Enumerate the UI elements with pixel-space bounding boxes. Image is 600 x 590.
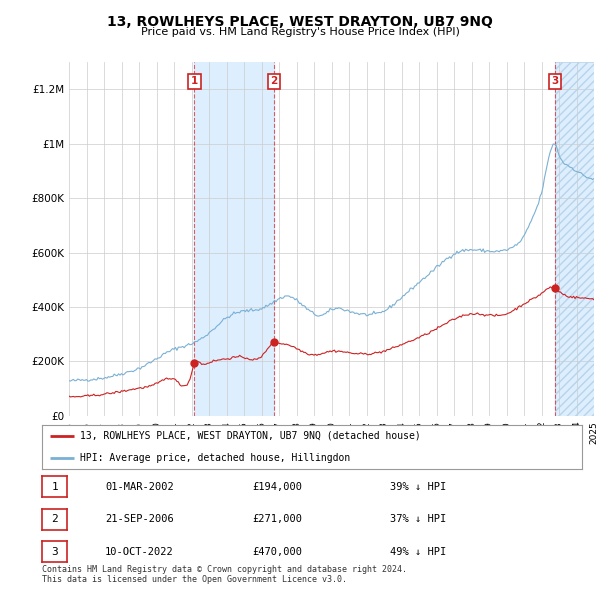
Text: 13, ROWLHEYS PLACE, WEST DRAYTON, UB7 9NQ: 13, ROWLHEYS PLACE, WEST DRAYTON, UB7 9N… xyxy=(107,15,493,29)
Text: HPI: Average price, detached house, Hillingdon: HPI: Average price, detached house, Hill… xyxy=(80,453,350,463)
Bar xyxy=(194,62,274,416)
Text: Price paid vs. HM Land Registry's House Price Index (HPI): Price paid vs. HM Land Registry's House … xyxy=(140,27,460,37)
Bar xyxy=(555,62,594,416)
Text: 21-SEP-2006: 21-SEP-2006 xyxy=(105,514,174,524)
Text: £470,000: £470,000 xyxy=(252,547,302,556)
Text: Contains HM Land Registry data © Crown copyright and database right 2024.
This d: Contains HM Land Registry data © Crown c… xyxy=(42,565,407,584)
Text: 1: 1 xyxy=(191,76,198,86)
Text: 13, ROWLHEYS PLACE, WEST DRAYTON, UB7 9NQ (detached house): 13, ROWLHEYS PLACE, WEST DRAYTON, UB7 9N… xyxy=(80,431,421,441)
Bar xyxy=(555,62,594,416)
Text: 2: 2 xyxy=(271,76,278,86)
Text: 1: 1 xyxy=(51,482,58,491)
Text: 39% ↓ HPI: 39% ↓ HPI xyxy=(390,482,446,491)
Text: 49% ↓ HPI: 49% ↓ HPI xyxy=(390,547,446,556)
Text: £194,000: £194,000 xyxy=(252,482,302,491)
Text: £271,000: £271,000 xyxy=(252,514,302,524)
Text: 10-OCT-2022: 10-OCT-2022 xyxy=(105,547,174,556)
Text: 3: 3 xyxy=(551,76,559,86)
Text: 37% ↓ HPI: 37% ↓ HPI xyxy=(390,514,446,524)
Text: 2: 2 xyxy=(51,514,58,524)
Text: 3: 3 xyxy=(51,547,58,556)
Text: 01-MAR-2002: 01-MAR-2002 xyxy=(105,482,174,491)
